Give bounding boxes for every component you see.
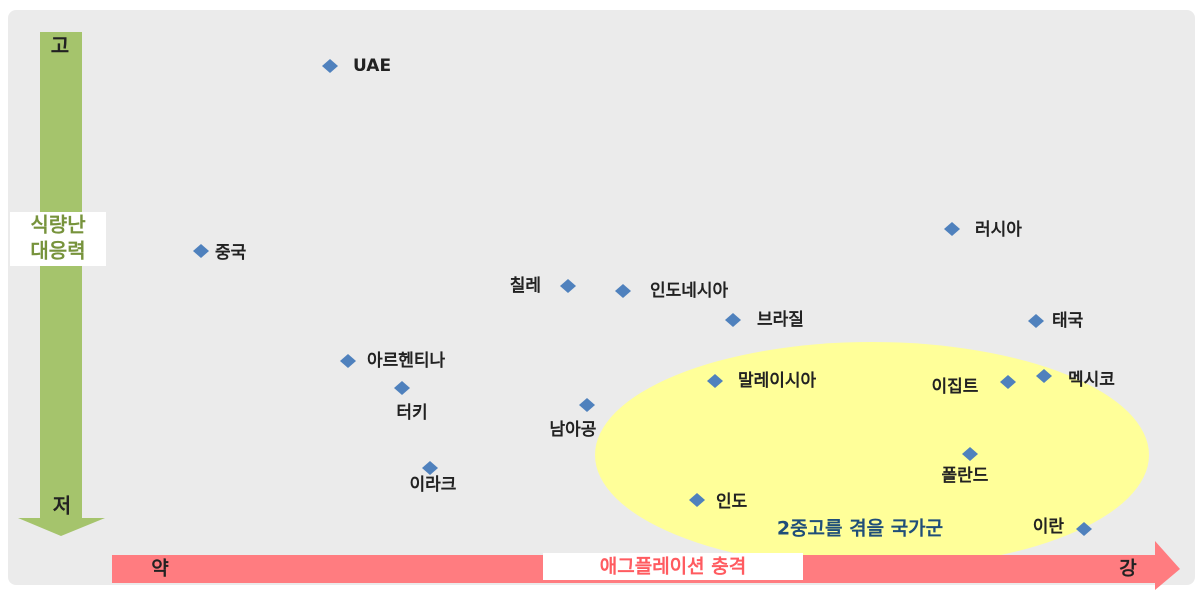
y-bottom: 저 <box>53 494 71 518</box>
country-label: 인도네시아 <box>650 281 729 301</box>
marker <box>422 461 438 475</box>
marker <box>725 313 741 327</box>
country-label: 중국 <box>215 243 247 263</box>
marker <box>962 447 978 461</box>
marker <box>560 279 576 293</box>
country-label: 터키 <box>396 403 427 423</box>
country-label: 폴란드 <box>942 466 989 486</box>
country-label: 태국 <box>1052 311 1084 331</box>
marker <box>707 374 723 388</box>
country-label: 이집트 <box>932 377 979 397</box>
y-arrow <box>18 32 105 536</box>
marker <box>1076 522 1092 536</box>
country-label: 칠레 <box>510 275 541 296</box>
country-label: 남아공 <box>550 420 597 440</box>
country-label: 이라크 <box>410 475 457 495</box>
country-label: 아르헨티나 <box>367 351 446 371</box>
highlight-area <box>595 342 1149 568</box>
marker <box>944 222 960 236</box>
country-label: 인도 <box>716 492 748 512</box>
country-label: UAE <box>353 56 391 76</box>
y-label: 식량난 <box>30 213 86 237</box>
marker <box>579 398 595 412</box>
country-label: 말레이시아 <box>738 370 817 391</box>
marker <box>1036 369 1052 383</box>
marker <box>193 244 209 258</box>
y-label: 대응력 <box>30 239 85 263</box>
marker <box>1000 375 1016 389</box>
marker <box>394 381 410 395</box>
x-label-box <box>543 553 803 580</box>
marker <box>1028 314 1044 328</box>
marker <box>615 284 631 298</box>
marker <box>689 493 705 507</box>
group-label: 2중고를 겪을 국가군 <box>777 518 943 540</box>
y-top: 고 <box>51 34 69 58</box>
country-label: 러시아 <box>975 220 1022 240</box>
country-label: 이란 <box>1033 517 1065 537</box>
marker <box>340 354 356 368</box>
y-label-box <box>10 212 106 266</box>
country-label: 브라질 <box>757 309 804 330</box>
marker <box>322 59 338 73</box>
x-left: 약 <box>151 558 169 580</box>
country-label: 멕시코 <box>1068 370 1115 390</box>
x-label: 애그플레이션 충격 <box>600 556 746 578</box>
x-right: 강 <box>1119 558 1137 580</box>
